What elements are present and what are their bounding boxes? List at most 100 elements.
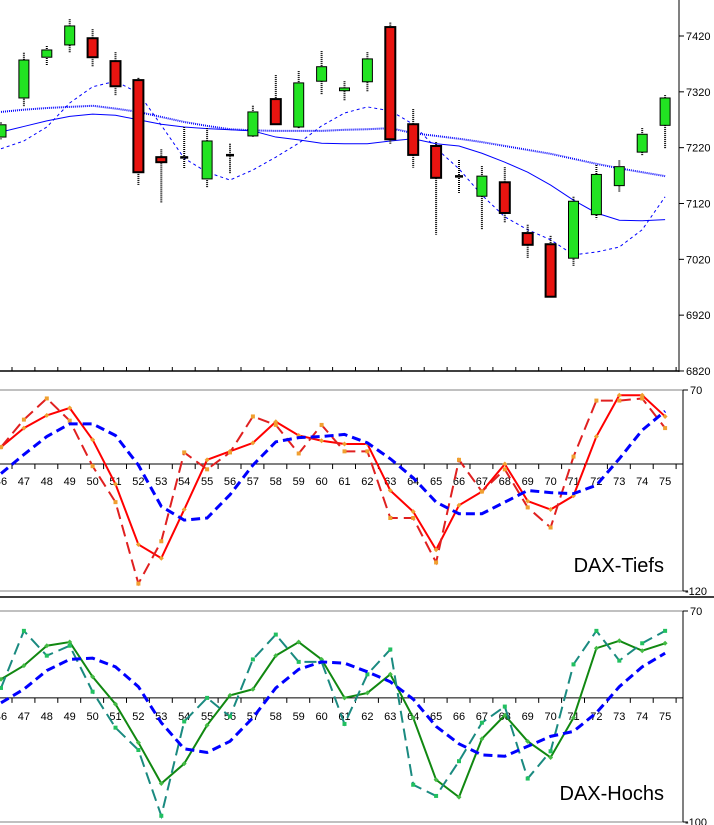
candle: [155, 149, 168, 203]
data-point: [342, 449, 347, 454]
candle-body-up: [568, 200, 579, 259]
moving-average-long: [0, 104, 666, 178]
data-point: [296, 639, 302, 645]
candle-body-down: [155, 156, 168, 164]
x-tick-label: 58: [270, 476, 282, 488]
x-tick-label: 69: [522, 711, 534, 723]
candle-body-up: [0, 124, 7, 138]
data-point: [342, 695, 347, 701]
panel2-title: DAX-Hochs: [560, 783, 664, 805]
x-tick-label: 67: [476, 476, 488, 488]
x-tick-label: 65: [430, 476, 442, 488]
moving-average-short: [0, 80, 666, 256]
data-point: [250, 686, 256, 692]
x-tick-label: 59: [293, 711, 305, 723]
data-point: [593, 434, 599, 440]
data-point: [411, 782, 416, 787]
candle-body-up: [247, 111, 259, 137]
candle: [455, 159, 463, 193]
candle-body-up: [41, 49, 53, 58]
data-point: [44, 643, 50, 649]
data-point: [181, 761, 187, 767]
x-tick-label: 46: [0, 476, 7, 488]
data-point: [525, 738, 531, 744]
data-point: [433, 777, 439, 783]
candle: [201, 128, 213, 188]
data-point: [548, 507, 554, 513]
x-tick-label: 62: [361, 476, 373, 488]
x-tick-label: 65: [430, 711, 442, 723]
x-tick-label: 66: [453, 711, 465, 723]
data-point: [319, 438, 325, 444]
x-tick-label: 61: [338, 476, 350, 488]
data-point: [388, 647, 393, 652]
data-point: [158, 781, 164, 787]
y-tick-label: 7420: [686, 31, 710, 43]
data-point: [21, 663, 27, 669]
x-tick-label: 47: [18, 711, 30, 723]
candle-body-up: [476, 175, 488, 197]
series-line-2: [0, 629, 666, 820]
candle: [109, 52, 122, 96]
candle: [521, 224, 534, 259]
data-point: [67, 405, 73, 411]
data-point: [90, 674, 96, 680]
data-point: [456, 794, 462, 800]
data-point: [21, 425, 27, 431]
x-tick-label: 48: [41, 476, 53, 488]
candle-body-down: [86, 37, 99, 59]
candle: [361, 52, 373, 92]
data-point: [525, 505, 530, 510]
x-tick-label: 60: [315, 476, 327, 488]
candle: [339, 81, 350, 101]
candle-body-up: [201, 140, 213, 180]
data-point: [113, 701, 118, 707]
candle: [18, 52, 30, 107]
data-point: [21, 628, 26, 633]
candle-body-down: [384, 26, 397, 141]
data-point: [250, 657, 255, 662]
data-point: [90, 437, 96, 443]
candle: [132, 77, 145, 186]
x-tick-label: 54: [178, 711, 190, 723]
data-point: [663, 628, 668, 633]
data-point: [502, 704, 507, 709]
x-tick-label: 47: [18, 476, 30, 488]
x-tick-label: 74: [636, 711, 648, 723]
candle: [476, 166, 488, 230]
candle: [384, 22, 397, 144]
y-tick-label: -100: [685, 817, 707, 825]
candle: [41, 46, 53, 66]
y-tick-label: 7120: [686, 198, 710, 210]
series-line-1: [0, 639, 666, 799]
data-point: [273, 632, 278, 637]
y-tick-label: -120: [685, 586, 707, 598]
candle-body-doji: [455, 175, 463, 178]
data-point: [456, 502, 462, 508]
candle: [568, 196, 579, 267]
candle-body-down: [132, 79, 145, 174]
series-line-2: [0, 397, 666, 587]
data-point: [434, 560, 439, 565]
candle-body-up: [590, 173, 602, 216]
data-point: [639, 648, 645, 654]
candle-body-down: [407, 123, 420, 156]
y-tick-label: 70: [690, 606, 702, 618]
data-point: [205, 467, 210, 472]
data-point: [411, 516, 416, 521]
candle: [636, 128, 648, 157]
data-point: [662, 413, 668, 419]
data-point: [640, 641, 645, 646]
data-point: [662, 640, 668, 646]
data-point: [0, 676, 4, 682]
data-point: [457, 759, 461, 764]
data-point: [548, 749, 553, 754]
data-point: [135, 541, 141, 547]
candle-body-up: [18, 59, 30, 99]
y-tick-label: 6820: [686, 366, 710, 378]
data-point: [250, 440, 256, 446]
x-tick-label: 75: [659, 476, 671, 488]
x-tick-label: 53: [155, 476, 167, 488]
